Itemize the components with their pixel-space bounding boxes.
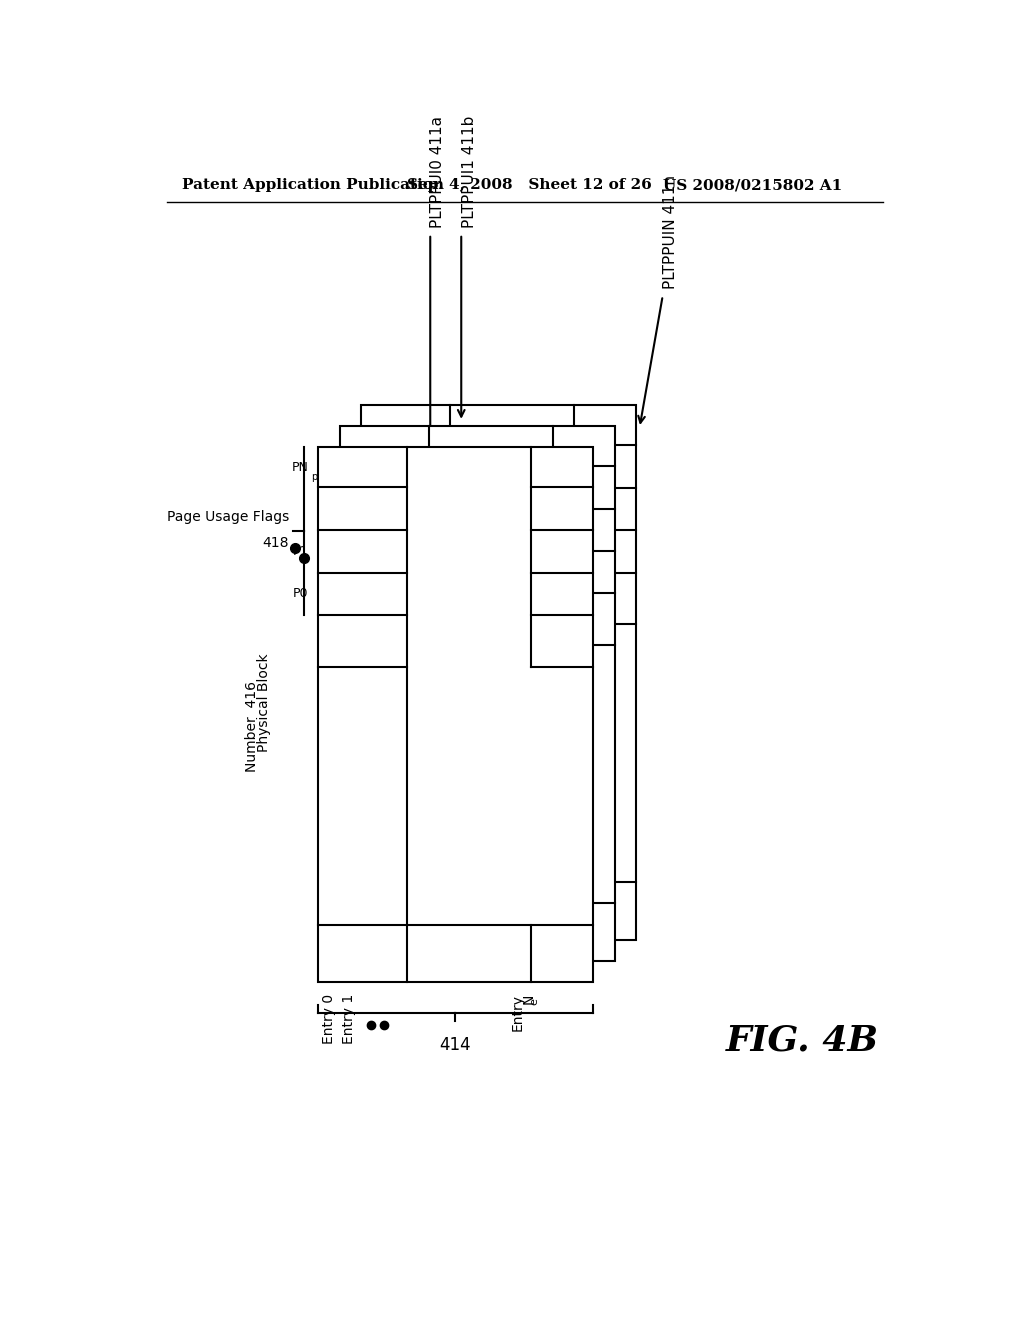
Bar	[340, 425, 614, 961]
Text: P1: P1	[293, 545, 308, 558]
Text: Entry: Entry	[510, 994, 524, 1031]
Text: Page Usage Flags: Page Usage Flags	[167, 511, 289, 524]
Bar	[360, 405, 636, 940]
Text: P0: P0	[293, 587, 308, 601]
Text: Physical Block: Physical Block	[257, 653, 270, 752]
Text: PN: PN	[292, 461, 308, 474]
Text: e: e	[529, 998, 540, 1005]
Text: PLTPPUI0 411a: PLTPPUI0 411a	[430, 116, 445, 227]
Text: PLTPPUIN 411n: PLTPPUIN 411n	[663, 176, 678, 289]
Text: Sep. 4, 2008   Sheet 12 of 26: Sep. 4, 2008 Sheet 12 of 26	[407, 178, 651, 193]
Text: Number  416: Number 416	[245, 681, 259, 772]
Text: US 2008/0215802 A1: US 2008/0215802 A1	[663, 178, 842, 193]
Bar	[317, 447, 593, 982]
Text: N: N	[521, 994, 536, 1005]
Text: FIG. 4B: FIG. 4B	[726, 1023, 879, 1057]
Text: 418: 418	[263, 536, 289, 549]
Text: 414: 414	[439, 1036, 471, 1055]
Text: Entry 0: Entry 0	[323, 994, 337, 1044]
Text: Entry 1: Entry 1	[342, 994, 356, 1044]
Text: Patent Application Publication: Patent Application Publication	[182, 178, 444, 193]
Text: PLTPPUI1 411b: PLTPPUI1 411b	[462, 115, 476, 227]
Text: p: p	[311, 471, 317, 482]
